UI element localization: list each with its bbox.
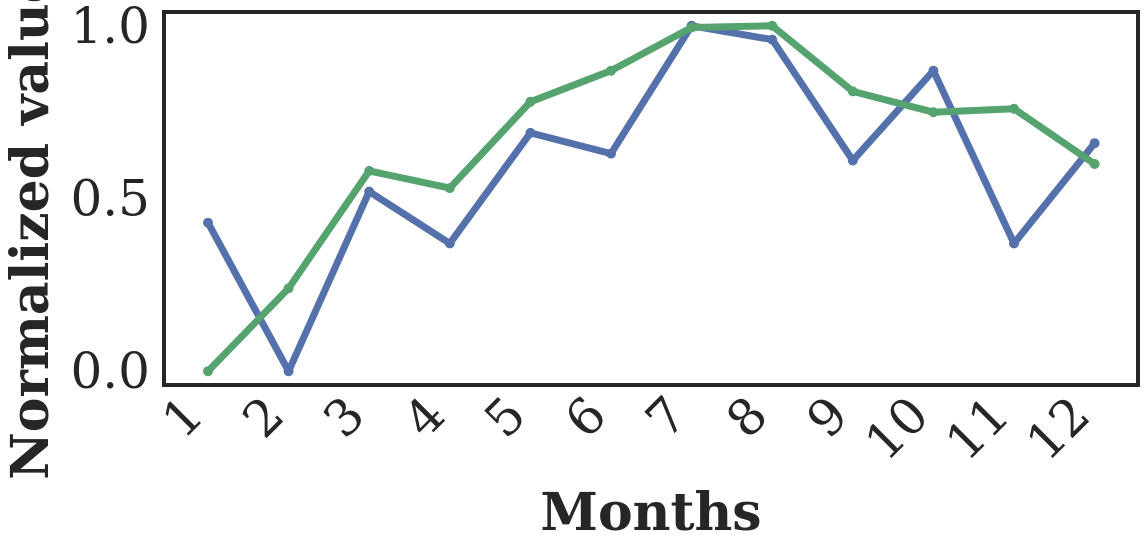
series-1-point-11	[1009, 238, 1019, 249]
series-1-point-3	[364, 186, 375, 197]
y-tick-labels: 0.0 0.5 1.0	[70, 0, 150, 400]
x-tick-label: 8	[715, 385, 779, 449]
y-axis-label: Normalized value	[0, 0, 61, 480]
series-2-point-3	[364, 165, 375, 176]
series-2-point-5	[525, 96, 536, 107]
series-layer	[203, 20, 1100, 377]
x-tick-label: 2	[232, 385, 296, 449]
y-tick-label: 1.0	[70, 0, 150, 55]
series-1-point-12	[1089, 138, 1100, 149]
series-line-1	[204, 22, 1098, 375]
plot-area	[162, 10, 1140, 387]
series-2-point-12	[1089, 159, 1100, 169]
x-tick-label: 12	[1015, 385, 1101, 471]
series-1-point-1	[203, 217, 213, 228]
series-2-point-1	[203, 366, 213, 377]
x-tick-label: 9	[796, 385, 860, 449]
series-2-point-11	[1009, 103, 1019, 114]
series-2-point-9	[847, 86, 858, 97]
series-1-point-10	[928, 65, 939, 76]
series-1-point-2	[283, 366, 294, 377]
x-tick-label: 7	[635, 385, 699, 449]
series-2-point-8	[767, 20, 778, 31]
y-tick-label: 0.0	[70, 342, 150, 400]
x-tick-label: 3	[312, 385, 376, 449]
x-tick-label: 1	[151, 385, 215, 449]
series-2-point-2	[283, 283, 294, 294]
x-tick-label: 4	[393, 385, 457, 449]
x-axis-label: Months	[540, 482, 761, 543]
series-1-point-6	[606, 148, 616, 159]
x-tick-label: 5	[473, 385, 537, 449]
series-1-point-5	[525, 127, 536, 138]
x-tick-label: 6	[554, 385, 618, 449]
series-2-point-10	[928, 107, 939, 118]
series-1-point-8	[767, 34, 778, 45]
y-tick-label: 0.5	[70, 170, 150, 228]
series-2-point-4	[444, 183, 455, 194]
series-1-point-4	[444, 238, 455, 249]
series-2-point-7	[686, 22, 697, 33]
series-1-point-9	[847, 155, 858, 166]
x-tick-label: 11	[934, 385, 1020, 471]
x-tick-label: 10	[854, 385, 940, 471]
series-line-2	[205, 22, 1097, 374]
series-2-point-6	[606, 65, 616, 76]
